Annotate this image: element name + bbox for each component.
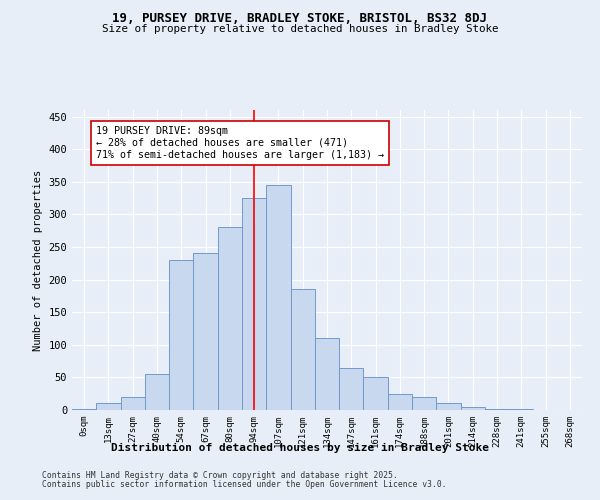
Text: Distribution of detached houses by size in Bradley Stoke: Distribution of detached houses by size … (111, 442, 489, 452)
Bar (121, 397, 145, 410)
Bar (242, 198, 266, 410)
Bar (436, 404, 461, 410)
Bar (412, 397, 436, 410)
Text: Contains HM Land Registry data © Crown copyright and database right 2025.: Contains HM Land Registry data © Crown c… (42, 471, 398, 480)
Bar (461, 406, 485, 410)
Y-axis label: Number of detached properties: Number of detached properties (33, 170, 43, 350)
Bar (72, 408, 96, 410)
Bar (96, 404, 121, 410)
Bar (266, 185, 290, 410)
Bar (339, 368, 364, 410)
Text: 19, PURSEY DRIVE, BRADLEY STOKE, BRISTOL, BS32 8DJ: 19, PURSEY DRIVE, BRADLEY STOKE, BRISTOL… (113, 12, 487, 26)
Bar (169, 260, 193, 410)
Text: 19 PURSEY DRIVE: 89sqm
← 28% of detached houses are smaller (471)
71% of semi-de: 19 PURSEY DRIVE: 89sqm ← 28% of detached… (96, 126, 384, 160)
Bar (290, 290, 315, 410)
Bar (388, 394, 412, 410)
Text: Size of property relative to detached houses in Bradley Stoke: Size of property relative to detached ho… (102, 24, 498, 34)
Bar (315, 338, 339, 410)
Bar (364, 378, 388, 410)
Text: Contains public sector information licensed under the Open Government Licence v3: Contains public sector information licen… (42, 480, 446, 489)
Bar (193, 254, 218, 410)
Bar (145, 374, 169, 410)
Bar (218, 228, 242, 410)
Bar (485, 408, 509, 410)
